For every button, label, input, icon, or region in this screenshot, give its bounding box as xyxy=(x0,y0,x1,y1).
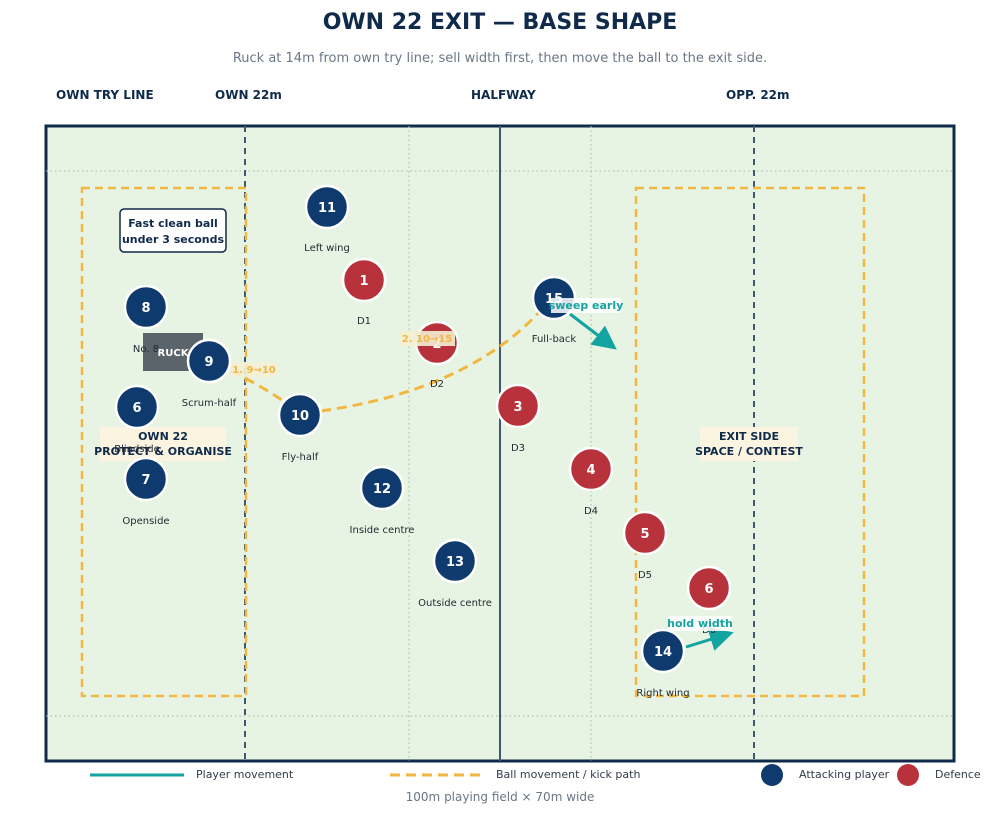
attacker-number: 8 xyxy=(141,301,150,316)
own-22-zone-title: OWN 22 xyxy=(138,430,188,443)
pass-1-label: 1. 9→10 xyxy=(232,365,276,376)
movement-sweep-arrow xyxy=(569,312,617,350)
attacker-label: No. 8 xyxy=(133,344,159,355)
attacker-label: Openside xyxy=(122,516,169,527)
own-22-zone-subtitle: PROTECT & ORGANISE xyxy=(94,445,232,458)
attacker-13-outside-centre: 13 Outside centre xyxy=(418,538,492,609)
defender-number: 1 xyxy=(359,274,368,289)
legend-defence: Defence xyxy=(935,768,981,781)
attacker-label: Scrum-half xyxy=(182,398,237,409)
legend-defence-marker xyxy=(897,764,919,786)
legend-attacking-marker xyxy=(761,764,783,786)
sweep-label-bg xyxy=(551,298,621,313)
legend-player-movement: Player movement xyxy=(196,768,294,781)
exit-zone-subtitle: SPACE / CONTEST xyxy=(695,445,803,458)
defender-d5: 5 D5 xyxy=(622,510,668,581)
attacker-number: 11 xyxy=(318,201,336,216)
attacker-number: 13 xyxy=(446,555,464,570)
attacker-11-left-wing: 11 Left wing xyxy=(304,184,350,254)
exit-zone-title: EXIT SIDE xyxy=(719,430,779,443)
attacker-label: Right wing xyxy=(636,688,689,699)
pass-1-label-bg xyxy=(231,362,277,377)
defender-d3: 3 D3 xyxy=(495,383,541,454)
own-22-label: OWN 22m xyxy=(215,88,282,102)
attacker-label: Full-back xyxy=(532,334,577,345)
movement-hold-arrow xyxy=(685,627,734,651)
pass-2-label: 2. 10→15 xyxy=(402,334,452,345)
own-22-zone-label-bg xyxy=(100,427,226,461)
attacker-7-openside: 7 Openside xyxy=(122,456,170,527)
legend-attacking: Attacking player xyxy=(799,768,890,781)
attacker-10-fly-half: 10 Fly-half xyxy=(277,392,323,463)
ball-path-pass-2 xyxy=(320,306,546,413)
try-line-label: OWN TRY LINE xyxy=(56,88,154,102)
attacker-6-blindside: 6 Blindside xyxy=(114,384,160,455)
own-22-zone xyxy=(80,186,248,698)
attacker-12-inside-centre: 12 Inside centre xyxy=(350,465,415,536)
ruck-label: RUCK xyxy=(158,348,190,359)
defender-number: 4 xyxy=(586,463,595,478)
attacker-14-right-wing: 14 Right wing xyxy=(636,628,690,699)
attacker-label: Blindside xyxy=(114,444,160,455)
defender-number: 3 xyxy=(513,400,522,415)
defender-label: D3 xyxy=(511,443,525,454)
attacker-number: 10 xyxy=(291,409,309,424)
attacker-8-no8: 8 No. 8 xyxy=(123,284,169,355)
attacker-label: Left wing xyxy=(304,243,350,254)
diagram-subtitle: Ruck at 14m from own try line; sell widt… xyxy=(232,51,768,66)
defender-number: 6 xyxy=(704,582,713,597)
note-box xyxy=(119,208,227,253)
attacker-number: 12 xyxy=(373,482,391,497)
halfway-label: HALFWAY xyxy=(471,88,536,102)
defender-d1: 1 D1 xyxy=(341,257,387,327)
diagram-title: OWN 22 EXIT — BASE SHAPE xyxy=(322,10,678,35)
exit-side-zone xyxy=(634,186,866,698)
note-line-1: Fast clean ball xyxy=(128,217,218,230)
hold-label-bg xyxy=(668,616,732,631)
attacker-9-scrum-half: 9 Scrum-half xyxy=(182,338,237,409)
defender-label: D4 xyxy=(584,506,598,517)
attacker-label: Fly-half xyxy=(282,452,319,463)
note-line-2: under 3 seconds xyxy=(122,233,225,246)
defender-d4: 4 D4 xyxy=(568,446,614,517)
exit-zone-label-bg xyxy=(700,427,798,461)
defender-label: D1 xyxy=(357,316,371,327)
attacker-number: 9 xyxy=(204,355,213,370)
attacker-label: Outside centre xyxy=(418,598,492,609)
attacker-number: 14 xyxy=(654,645,672,660)
pass-2-label-bg xyxy=(400,331,455,346)
opp-22-label: OPP. 22m xyxy=(726,88,790,102)
attacker-number: 7 xyxy=(141,473,150,488)
attacker-number: 6 xyxy=(132,401,141,416)
defender-label: D2 xyxy=(430,379,444,390)
attacker-label: Inside centre xyxy=(350,525,415,536)
legend-ball-movement: Ball movement / kick path xyxy=(496,768,641,781)
hold-label: hold width xyxy=(667,617,733,630)
defender-number: 5 xyxy=(640,527,649,542)
defender-label: D5 xyxy=(638,570,652,581)
sweep-label: sweep early xyxy=(549,299,624,312)
field-dimensions-note: 100m playing field × 70m wide xyxy=(405,790,595,804)
